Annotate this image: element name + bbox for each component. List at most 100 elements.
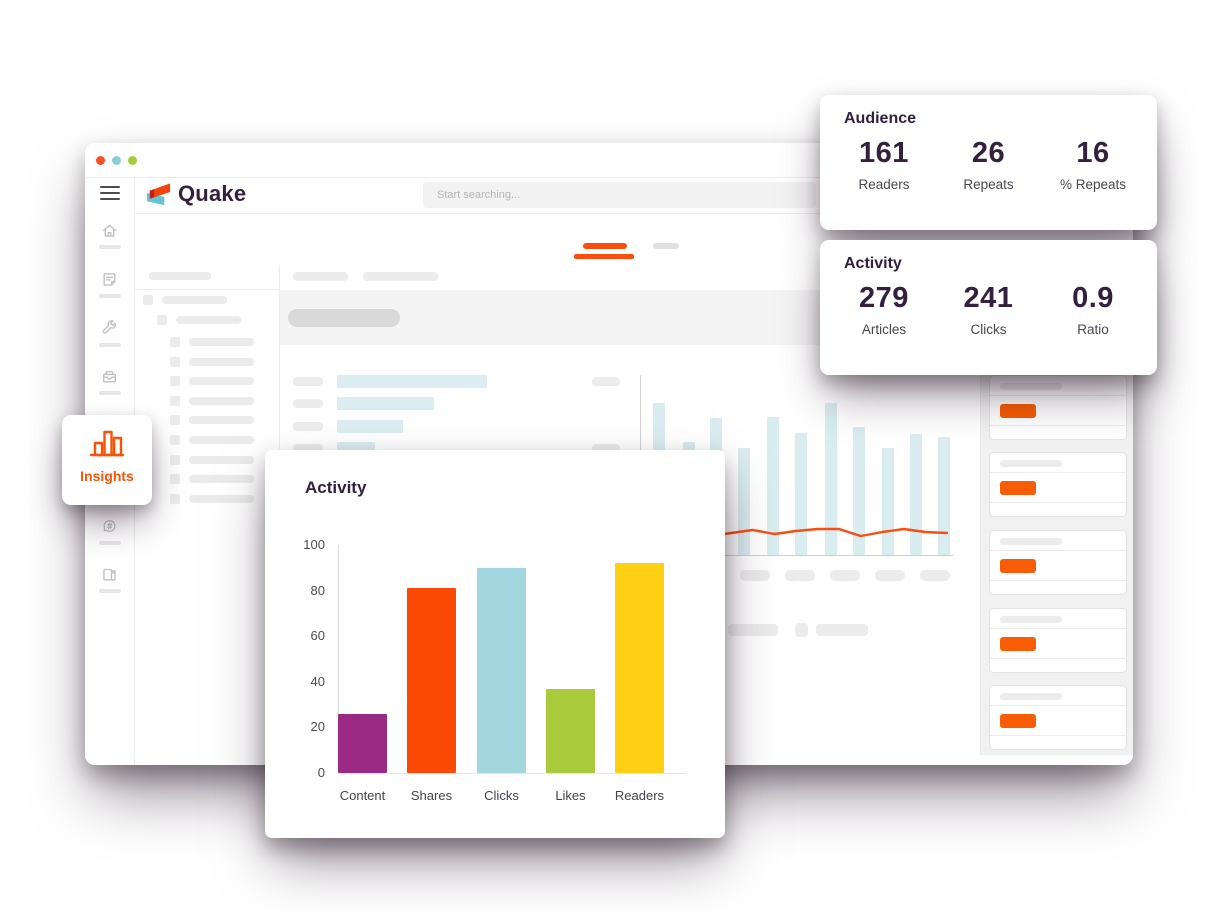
sidebar-item-home[interactable] [85,222,134,249]
feed-card[interactable] [989,452,1127,517]
sidebar-item-tools[interactable] [85,320,134,347]
home-icon [102,224,117,237]
tree-item[interactable] [170,494,254,504]
row-label-skeleton [293,444,323,453]
activity-bar-clicks [477,568,526,773]
stat-repeats: 26 Repeats [953,137,1025,192]
feed-action-button[interactable] [1000,559,1036,573]
feed-card-body [990,396,1126,426]
section-title-skeleton [288,309,400,327]
feed-card-body [990,473,1126,503]
tree-item[interactable] [170,474,254,484]
activity-chart-card: Activity 0 20 40 60 80 100 Content Shares Click… [265,450,725,838]
stat-label: Repeats [963,177,1014,192]
feed-action-button[interactable] [1000,714,1036,728]
skeleton-hbar [337,375,487,388]
feed-card-footer [990,736,1126,749]
activity-bar-shares [407,588,456,773]
skeleton-vbar [825,403,837,555]
stat-label: Ratio [1077,322,1109,337]
sidebar-label-skeleton [98,294,121,298]
feed-card-header [990,531,1126,551]
archive-icon [102,370,117,383]
menu-icon[interactable] [100,186,120,201]
traffic-light-zoom[interactable] [128,156,137,165]
nav-tree [135,265,280,765]
tree-item[interactable] [170,357,254,367]
x-axis-line [338,773,686,774]
y-tick: 0 [317,765,325,780]
feed-action-button[interactable] [1000,404,1036,418]
search-input[interactable] [423,182,816,208]
value-skeleton [592,444,620,453]
feed-card[interactable] [989,530,1127,595]
feed-title-skeleton [1000,693,1062,700]
tree-item[interactable] [143,295,227,305]
stat-pct-repeats: 16 % Repeats [1057,137,1129,192]
x-label-skeleton [785,570,815,581]
feed-action-button[interactable] [1000,637,1036,651]
caption-skeleton [728,624,778,636]
feed-card-footer [990,503,1126,516]
traffic-light-close[interactable] [96,156,105,165]
brand-logo[interactable]: Quake [145,180,246,207]
tree-item[interactable] [170,435,254,445]
audience-card: Audience 161 Readers 26 Repeats 16 % Rep… [820,95,1157,230]
stat-clicks: 241 Clicks [953,282,1025,337]
traffic-light-minimize[interactable] [112,156,121,165]
feed-card[interactable] [989,375,1127,440]
stat-label: Readers [858,177,910,192]
stat-value: 0.9 [1072,282,1114,314]
feed-card-body [990,551,1126,581]
feed-card-body [990,629,1126,659]
stat-articles: 279 Articles [848,282,920,337]
tree-item[interactable] [170,376,254,386]
x-label: Content [339,788,386,803]
notes-icon [103,273,116,286]
feed-card[interactable] [989,685,1127,750]
tree-item[interactable] [170,455,254,465]
stat-value: 16 [1076,137,1110,169]
stat-label: % Repeats [1059,177,1127,192]
stat-value: 241 [963,282,1014,314]
stat-label: Articles [861,322,907,337]
sidebar-item-archive[interactable] [85,368,134,395]
tab-inactive[interactable] [653,243,679,249]
sidebar-item-notes[interactable] [85,271,134,298]
feed-title-skeleton [1000,616,1062,623]
sidebar-label-skeleton [98,343,121,347]
brand-name: Quake [178,180,247,206]
tree-item[interactable] [170,415,254,425]
audience-card-title: Audience [844,110,917,127]
content-header-skeleton [293,272,348,281]
x-label: Clicks [484,788,519,803]
bar-chart-icon [89,430,125,457]
skeleton-vbar [882,448,894,555]
feed-title-skeleton [1000,538,1062,545]
row-label-skeleton [293,399,323,408]
stat-ratio: 0.9 Ratio [1057,282,1129,337]
feed-title-skeleton [1000,460,1062,467]
y-tick: 40 [310,673,325,689]
feed-card-header [990,376,1126,396]
skeleton-vbar [938,437,950,555]
tab-active-underline [574,254,634,259]
tree-item[interactable] [170,396,254,406]
sidebar-item-comments[interactable] [85,518,134,545]
stat-value: 279 [859,282,909,314]
tree-item[interactable] [157,315,241,325]
skeleton-vbar [910,434,922,555]
feed-card-footer [990,426,1126,439]
content-header-skeleton [363,272,438,281]
insights-badge[interactable]: Insights [62,415,152,505]
sidebar-item-articles[interactable] [85,566,134,593]
skeleton-hbar [337,420,403,433]
feed-action-button[interactable] [1000,481,1036,495]
sidebar-label-skeleton [98,245,121,249]
tab-active[interactable] [583,243,627,249]
feed-card[interactable] [989,608,1127,673]
tree-item[interactable] [170,337,254,347]
activity-bar-readers [615,563,664,773]
caption-skeleton [816,624,868,636]
y-tick: 100 [303,537,325,552]
